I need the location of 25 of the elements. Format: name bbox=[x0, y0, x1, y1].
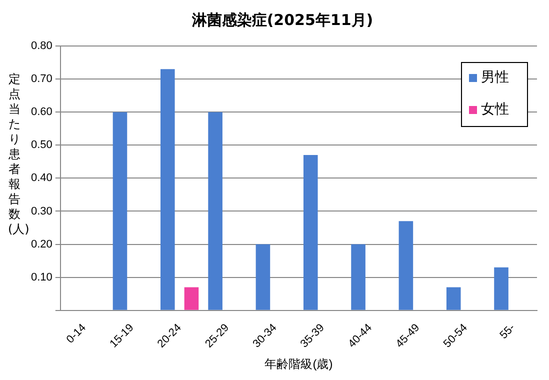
y-tick-label: 0.60 bbox=[30, 106, 52, 118]
bar bbox=[398, 221, 414, 310]
legend-label: 男性 bbox=[481, 70, 509, 86]
y-tick-label: 0.70 bbox=[30, 73, 52, 86]
bar bbox=[494, 267, 508, 310]
y-tick-label: 0.10 bbox=[30, 271, 52, 284]
chart-title: 淋菌感染症(2025年11月) bbox=[190, 10, 374, 29]
x-tick-label: 0-14 bbox=[64, 322, 89, 346]
y-tick-label: 0.30 bbox=[30, 205, 52, 218]
y-tick-label: 0.40 bbox=[30, 172, 52, 184]
bar bbox=[112, 112, 128, 310]
bar bbox=[208, 112, 222, 310]
legend-label: 女性 bbox=[481, 102, 509, 118]
bar bbox=[184, 287, 199, 310]
x-axis-title: 年齢階級(歳) bbox=[264, 357, 333, 372]
x-tick-label: 55- bbox=[498, 322, 518, 342]
y-tick-label: 0.80 bbox=[30, 40, 52, 52]
y-tick-label: 0.50 bbox=[30, 139, 52, 152]
bar bbox=[256, 244, 270, 310]
text: 定点当たり患者報告数(人) bbox=[8, 72, 30, 236]
bar bbox=[446, 287, 461, 310]
y-tick-label: 0.20 bbox=[30, 238, 52, 250]
bar bbox=[351, 244, 366, 310]
bar bbox=[160, 69, 175, 310]
bar bbox=[303, 155, 318, 310]
